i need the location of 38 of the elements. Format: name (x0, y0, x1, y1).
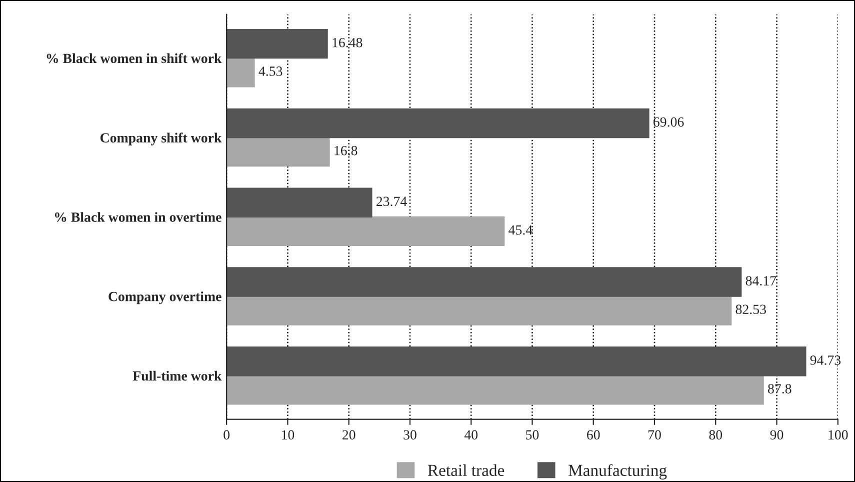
x-tick-label: 60 (587, 430, 600, 440)
x-tick-label: 50 (526, 430, 539, 440)
bar (226, 58, 255, 88)
x-tick-label: 70 (648, 430, 661, 440)
bar (226, 267, 742, 297)
bar (226, 136, 330, 167)
y-tick-label: % Black women in overtime (54, 212, 222, 222)
bar (226, 296, 732, 326)
data-label: 45.4 (508, 225, 532, 235)
bar (226, 108, 650, 138)
x-tick-label: 100 (828, 430, 848, 440)
y-tick-label: Company shift work (100, 132, 222, 146)
data-label: 4.53 (258, 66, 282, 76)
x-tick-label: 10 (282, 430, 294, 440)
bar (226, 346, 806, 376)
x-tick-label: 40 (464, 430, 478, 440)
legend-label: Manufacturing (568, 464, 667, 480)
data-label: 94.73 (810, 356, 841, 365)
y-tick-label: Company overtime (108, 291, 222, 304)
data-label: 84.17 (746, 276, 776, 286)
y-tick-label: Full-time work (132, 370, 222, 381)
bar (226, 28, 328, 59)
bar (226, 375, 764, 405)
bar (226, 216, 505, 246)
data-label: 82.53 (736, 304, 766, 314)
data-label: 23.74 (376, 196, 407, 206)
x-tick-label: 90 (770, 430, 784, 440)
data-label: 69.06 (654, 117, 684, 127)
bar (226, 188, 372, 218)
data-label: 87.8 (768, 384, 792, 394)
data-label: 16.48 (332, 38, 362, 48)
x-tick-label: 20 (342, 430, 356, 440)
x-tick-label: 0 (224, 430, 230, 440)
x-tick-label: 80 (709, 430, 722, 440)
legend-label: Retail trade (428, 464, 504, 476)
y-tick-label: % Black women in shift work (46, 53, 222, 64)
data-label: 16.8 (334, 146, 358, 156)
x-tick-label: 30 (404, 430, 416, 440)
